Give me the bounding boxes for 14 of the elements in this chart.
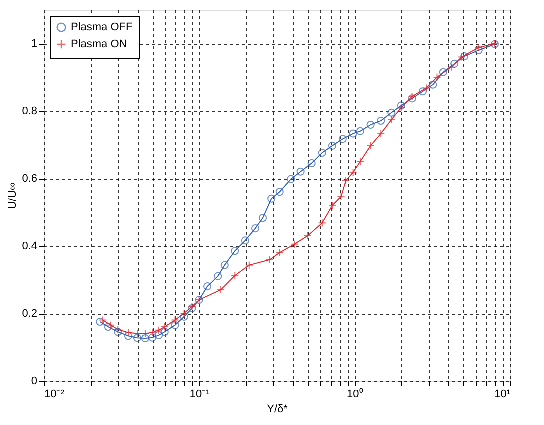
- y-tick-label: 0.6: [22, 173, 38, 186]
- y-tick-label: 1: [31, 38, 38, 50]
- legend-label: Plasma OFF: [71, 22, 134, 34]
- x-tick-label: 10⁻¹: [190, 388, 210, 400]
- y-tick-label: 0.8: [22, 106, 38, 118]
- y-tick-label: 0.4: [22, 240, 38, 253]
- y-tick-label: 0.2: [22, 308, 38, 320]
- x-axis-title: Y/δ*: [267, 404, 289, 416]
- y-axis-title: U/U∞: [7, 182, 20, 210]
- legend-label: Plasma ON: [71, 38, 128, 50]
- y-tick-label: 0: [31, 376, 38, 388]
- x-tick-label: 10⁻²: [44, 388, 65, 400]
- x-tick-label: 10⁰: [347, 388, 364, 400]
- x-tick-label: 10¹: [494, 388, 511, 400]
